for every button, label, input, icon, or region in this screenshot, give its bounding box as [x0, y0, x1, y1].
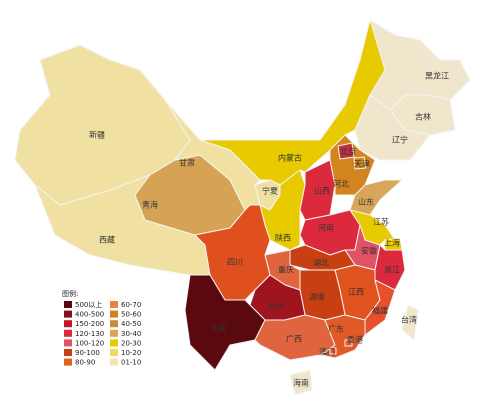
province-label: 台湾 [401, 315, 417, 325]
province-label: 海南 [293, 378, 309, 388]
province [354, 94, 431, 161]
province-label: 辽宁 [392, 135, 408, 145]
legend-label: 20-30 [121, 339, 141, 347]
province-label: 青海 [142, 200, 158, 210]
province-label: 云南 [210, 323, 226, 333]
province-label: 四川 [227, 258, 243, 267]
province-label: 陕西 [275, 233, 291, 243]
legend-swatch [64, 329, 72, 337]
province-label: 山东 [358, 197, 374, 207]
legend-label: 500以上 [75, 300, 102, 309]
legend-label: 60-70 [121, 301, 141, 309]
legend-label: 400-500 [75, 311, 104, 319]
province-label: 上海 [384, 238, 400, 248]
legend-label: 100-120 [75, 339, 104, 347]
province-label: 甘肃 [179, 158, 195, 168]
province-label: 香港 [347, 335, 363, 345]
province [353, 156, 367, 170]
province-label: 澳门 [319, 347, 335, 357]
province-label: 广东 [328, 324, 344, 334]
province [344, 339, 353, 347]
province-label: 山西 [314, 186, 330, 196]
legend-label: 30-40 [121, 330, 141, 338]
province-label: 天津 [354, 159, 370, 169]
legend-swatch [110, 310, 118, 318]
province-label: 河北 [333, 179, 349, 189]
province [289, 369, 313, 396]
legend-swatch [64, 301, 72, 308]
province-label: 西藏 [99, 235, 115, 245]
province-label: 新疆 [89, 130, 105, 140]
legend-label: 90-100 [75, 349, 100, 357]
legend-swatch [110, 329, 118, 337]
province-label: 浙江 [384, 265, 400, 275]
province [401, 304, 419, 341]
legend-title: 图例: [62, 289, 78, 298]
province-label: 重庆 [278, 265, 294, 275]
legend-label: 150-200 [75, 320, 104, 328]
province-label: 内蒙古 [278, 153, 302, 163]
legend-swatch [64, 320, 72, 328]
legend-swatch [64, 349, 72, 356]
province-label: 吉林 [415, 112, 431, 122]
province-label: 黑龙江 [425, 71, 449, 81]
legend-swatch [64, 310, 72, 318]
province-label: 江西 [348, 288, 364, 297]
legend-swatch [110, 339, 118, 347]
legend-swatch [110, 320, 118, 328]
legend-label: 01-10 [121, 359, 141, 367]
legend-swatch [110, 349, 118, 356]
province-label: 北京 [340, 147, 356, 157]
legend-label: 50-60 [121, 311, 141, 319]
legend-swatch [110, 301, 118, 308]
province-label: 江苏 [373, 217, 389, 227]
province-label: 安徽 [361, 246, 377, 256]
legend-label: 120-130 [75, 330, 104, 338]
province-label: 湖北 [313, 259, 329, 268]
legend-swatch [64, 339, 72, 347]
province [337, 142, 355, 160]
province-label: 湖南 [309, 292, 325, 302]
legend-label: 80-90 [75, 359, 95, 367]
province [329, 347, 337, 355]
province [254, 314, 336, 361]
province-label: 福建 [372, 306, 388, 316]
legend-swatch [110, 358, 118, 366]
province-label: 河南 [318, 223, 334, 233]
province-label: 广西 [286, 334, 302, 344]
legend-label: 40-50 [121, 320, 141, 328]
legend-label: 10-20 [121, 349, 141, 357]
province-label: 宁夏 [262, 186, 278, 196]
province-label: 贵州 [268, 302, 284, 312]
legend-swatch [64, 358, 72, 366]
